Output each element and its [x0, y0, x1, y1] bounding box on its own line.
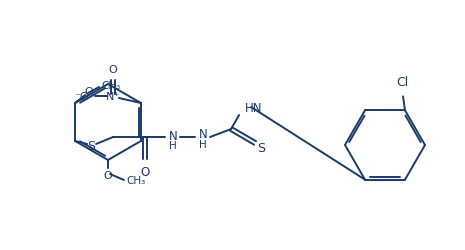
Text: H: H	[199, 140, 207, 149]
Text: HN: HN	[245, 101, 263, 114]
Text: N⁺: N⁺	[106, 92, 120, 102]
Text: CH₃: CH₃	[101, 81, 120, 91]
Text: O: O	[104, 170, 113, 180]
Text: S: S	[87, 139, 95, 152]
Text: N: N	[199, 128, 207, 141]
Text: CH₃: CH₃	[126, 175, 145, 185]
Text: ⁻O: ⁻O	[74, 92, 89, 102]
Text: O: O	[85, 87, 93, 97]
Text: Cl: Cl	[396, 76, 408, 89]
Text: N: N	[169, 129, 178, 142]
Text: O: O	[108, 65, 117, 75]
Text: S: S	[257, 141, 265, 154]
Text: O: O	[140, 165, 150, 178]
Text: H: H	[169, 140, 177, 150]
